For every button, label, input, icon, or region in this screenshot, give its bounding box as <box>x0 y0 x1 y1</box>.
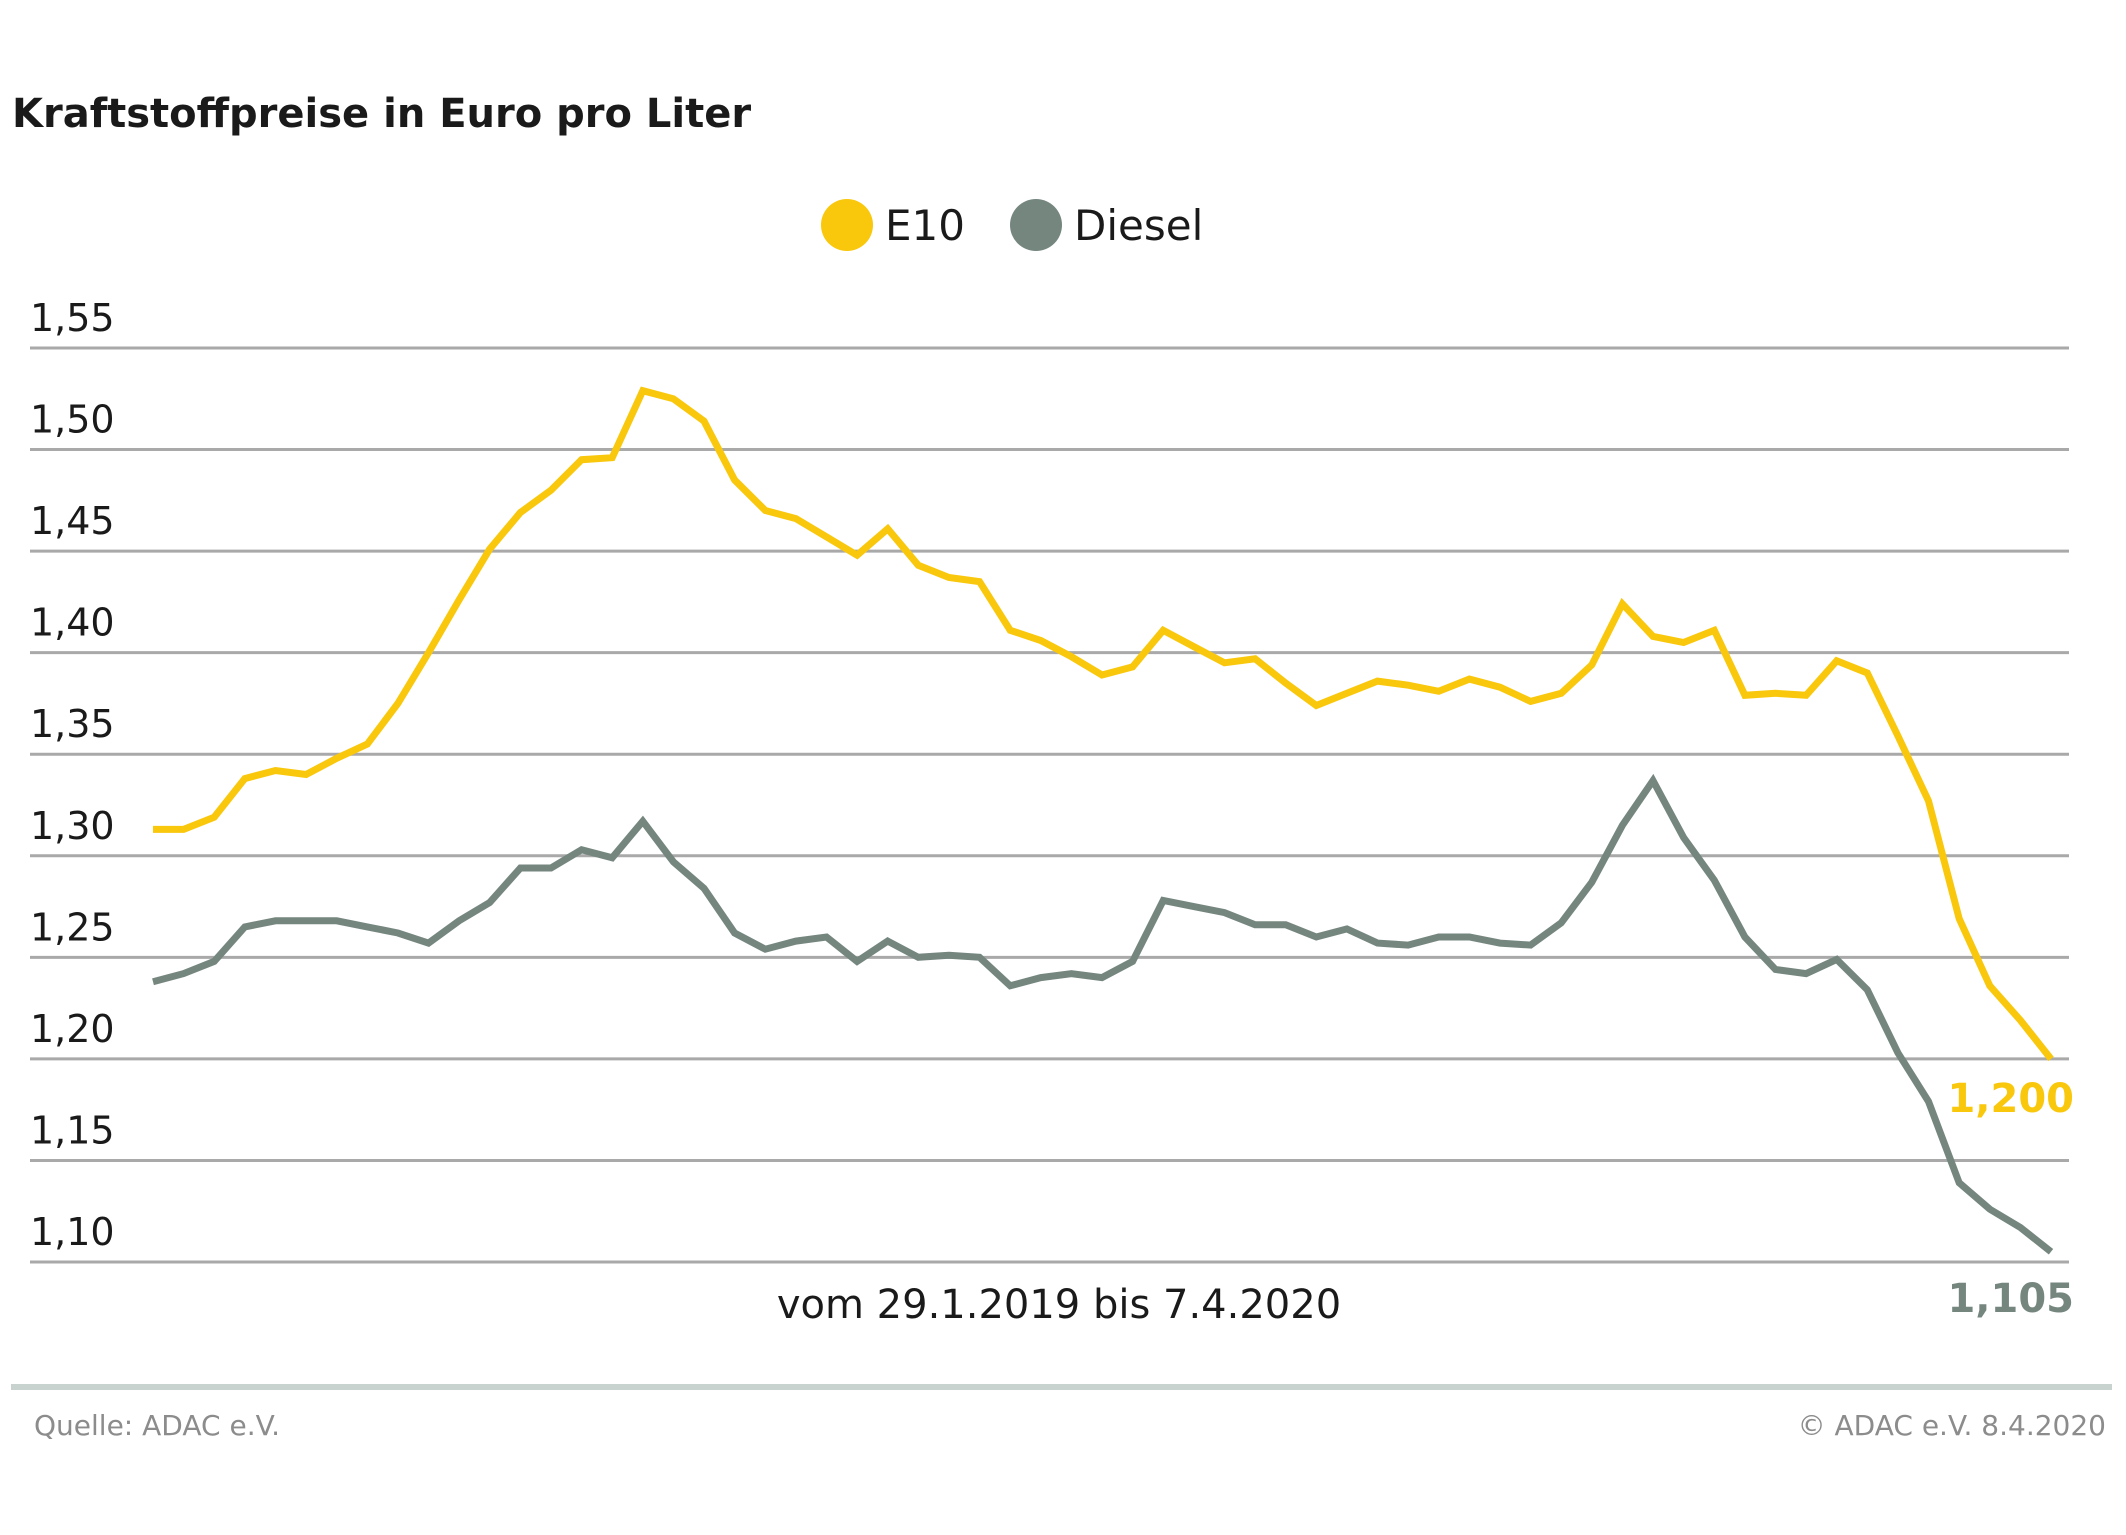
separator-line <box>11 1384 2112 1390</box>
series-lines <box>152 386 2054 1255</box>
y-tick-label: 1,55 <box>30 296 115 340</box>
source-text: Quelle: ADAC e.V. <box>34 1409 280 1442</box>
legend-label-e10: E10 <box>885 201 965 250</box>
y-tick-label: 1,30 <box>30 804 115 848</box>
end-label-diesel: 1,105 <box>1947 1276 2074 1322</box>
y-tick-label: 1,15 <box>30 1108 115 1152</box>
y-axis-ticks: 1,10 1,15 1,20 1,25 1,30 1,35 1,40 1,45 1,50 1,55 <box>30 296 115 1254</box>
legend: E10 Diesel <box>821 199 1203 251</box>
copyright-text: © ADAC e.V. 8.4.2020 <box>1798 1409 2106 1442</box>
gridlines <box>30 346 2069 1264</box>
y-tick-label: 1,35 <box>30 702 115 746</box>
y-tick-label: 1,20 <box>30 1007 115 1051</box>
y-tick-label: 1,50 <box>30 398 115 442</box>
series-line-diesel <box>152 773 2054 1255</box>
legend-marker-e10 <box>821 199 873 251</box>
x-axis-label: vom 29.1.2019 bis 7.4.2020 <box>777 1282 1341 1328</box>
y-tick-label: 1,45 <box>30 499 115 543</box>
y-tick-label: 1,25 <box>30 905 115 949</box>
y-tick-label: 1,10 <box>30 1210 115 1254</box>
end-label-e10: 1,200 <box>1947 1076 2074 1122</box>
y-tick-label: 1,40 <box>30 601 115 645</box>
legend-label-diesel: Diesel <box>1074 201 1203 250</box>
chart-title: Kraftstoffpreise in Euro pro Liter <box>12 91 751 137</box>
legend-marker-diesel <box>1010 199 1062 251</box>
series-line-e10 <box>153 386 2054 1062</box>
